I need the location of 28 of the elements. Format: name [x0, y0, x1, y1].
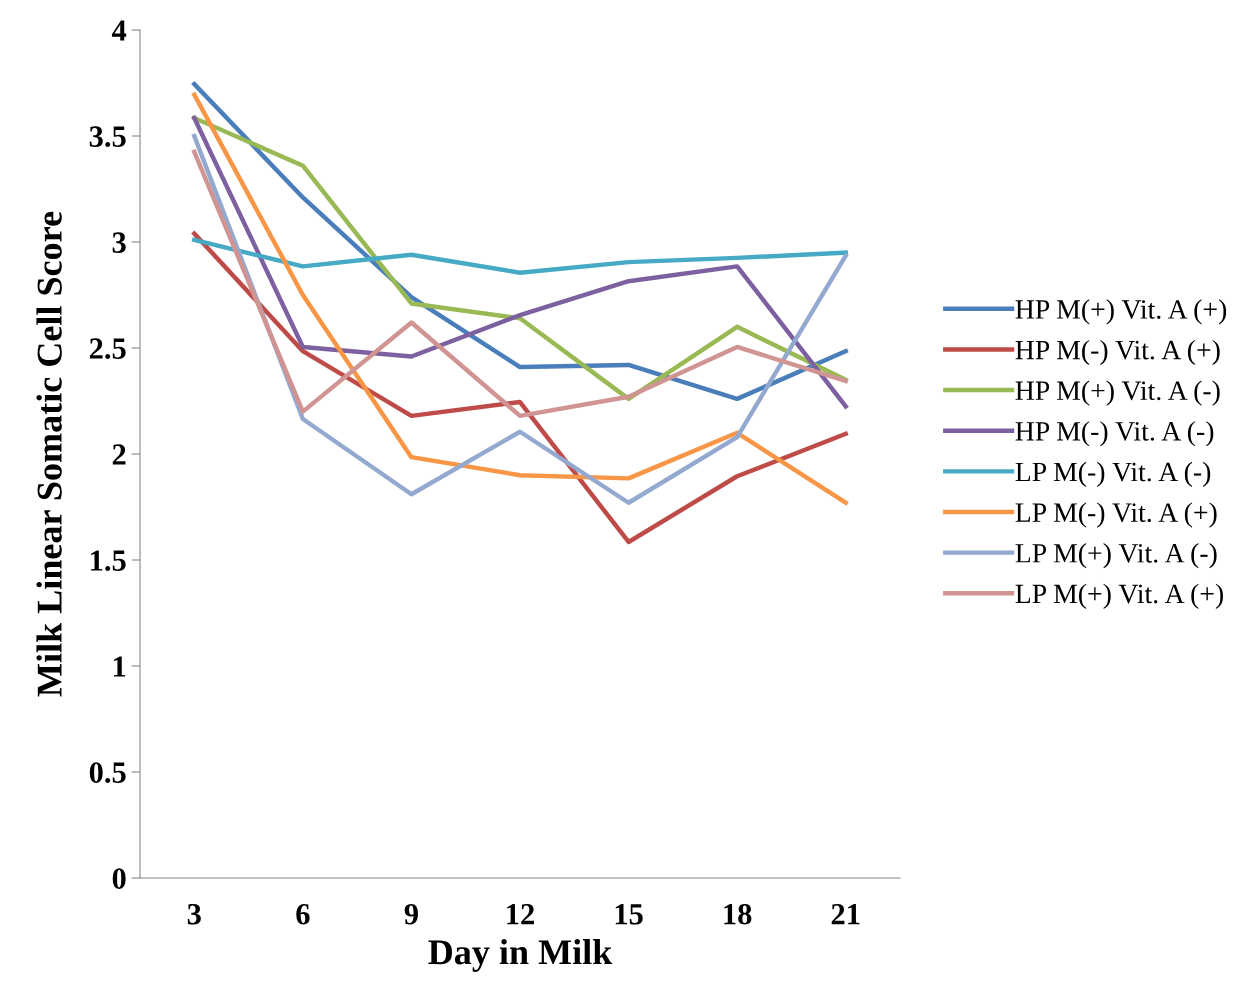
legend-label: HP M(-) Vit. A (-)	[1015, 421, 1214, 447]
legend-label: HP M(-) Vit. A (+)	[1015, 339, 1220, 366]
x-tick-label: 3	[187, 903, 201, 925]
x-axis-title: Day in Milk	[428, 939, 613, 972]
y-tick-label: 4	[111, 20, 127, 41]
y-tick-label: 2.5	[89, 338, 126, 360]
legend-label: HP M(+) Vit. A (-)	[1015, 380, 1220, 406]
y-tick-label: 0	[112, 868, 126, 889]
y-tick-label: 1.5	[91, 550, 126, 572]
x-tick-label: 9	[404, 903, 418, 925]
y-tick-label: 3.5	[89, 126, 126, 148]
x-tick-label: 15	[615, 904, 643, 925]
y-axis-title: Milk Linear Somatic Cell Score	[36, 211, 62, 697]
line-series	[192, 237, 848, 275]
legend-label: LP M(-) Vit. A (+)	[1015, 502, 1217, 528]
x-tick-label: 18	[724, 903, 752, 925]
legend-label: LP M(+) Vit. A (+)	[1015, 583, 1224, 609]
y-tick-label: 2	[112, 444, 126, 465]
legend-label: LP M(-) Vit. A (-)	[1015, 461, 1211, 487]
y-tick-label: 0.5	[89, 762, 126, 784]
line-series	[192, 231, 848, 545]
x-tick-label: 21	[831, 903, 860, 925]
x-tick-label: 6	[296, 903, 310, 925]
y-tick-label: 1	[113, 656, 126, 677]
legend-label: LP M(+) Vit. A (-)	[1015, 543, 1217, 569]
y-tick-label: 3	[112, 232, 126, 253]
x-tick-label: 12	[507, 903, 534, 925]
legend-label: HP M(+) Vit. A (+)	[1015, 299, 1227, 325]
